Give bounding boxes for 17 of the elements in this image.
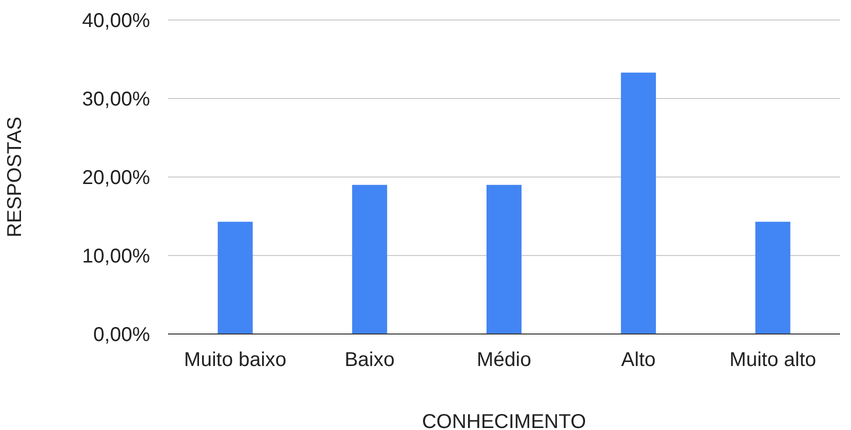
y-tick-label: 0,00%	[93, 324, 150, 346]
bar	[755, 222, 790, 334]
bar	[352, 184, 388, 334]
y-tick-label: 30,00%	[82, 88, 150, 111]
bar	[486, 184, 522, 334]
y-tick-label: 40,00%	[82, 10, 150, 32]
y-tick-label: 10,00%	[82, 246, 150, 268]
x-tick-label: Baixo	[344, 349, 395, 372]
x-tick-label: Médio	[476, 349, 532, 372]
bar	[620, 72, 656, 334]
x-axis-title: CONHECIMENTO	[422, 411, 586, 430]
bar	[218, 222, 253, 334]
x-tick-label: Muito alto	[729, 349, 816, 372]
x-tick-label: Alto	[621, 349, 656, 372]
x-tick-label: Muito baixo	[184, 349, 286, 372]
y-axis-title: RESPOSTAS	[4, 116, 26, 238]
y-tick-label: 20,00%	[82, 167, 150, 190]
